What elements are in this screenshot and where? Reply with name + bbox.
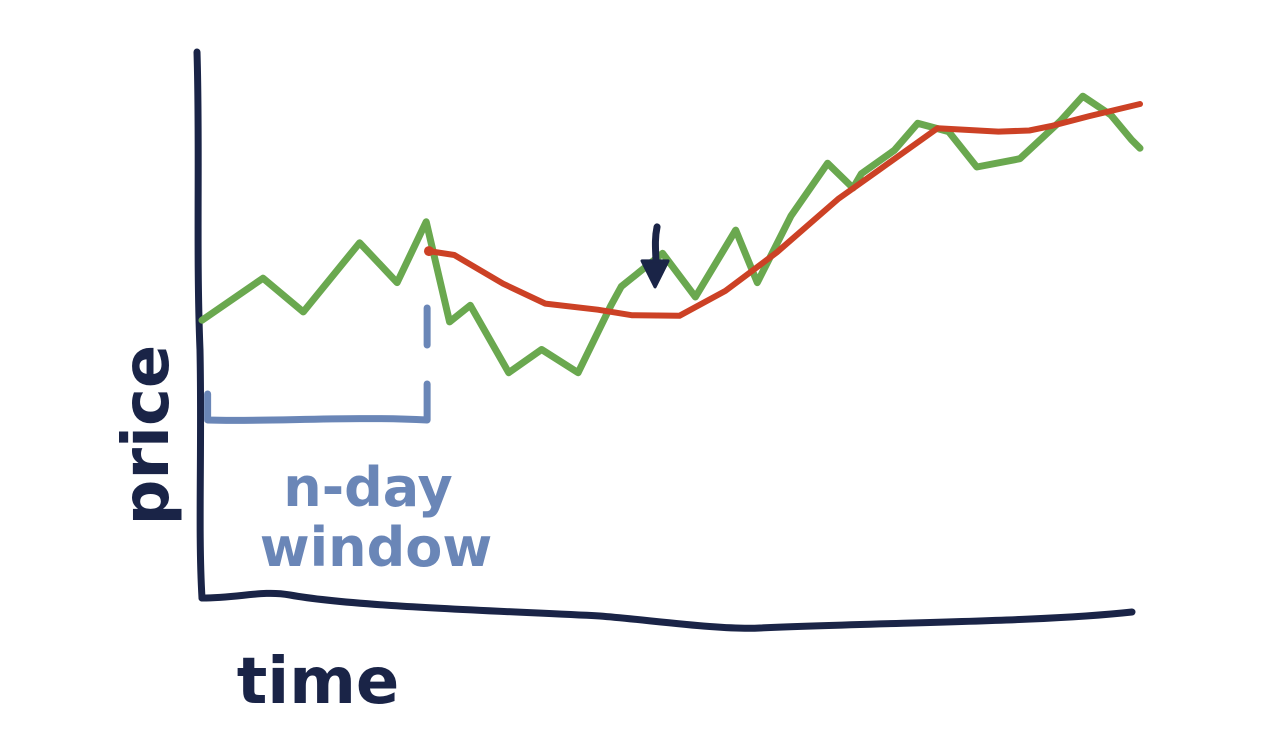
arrow-head bbox=[640, 259, 670, 289]
x-axis-label: time bbox=[237, 645, 400, 719]
annotation-n-day: n-day bbox=[283, 456, 453, 519]
series-layer bbox=[198, 92, 1144, 377]
y-axis-label: price bbox=[110, 345, 184, 526]
series-2 bbox=[423, 101, 1143, 319]
series-2-point bbox=[423, 246, 434, 257]
annotation-window: window bbox=[260, 516, 492, 579]
window-bracket-line bbox=[204, 380, 431, 424]
series-2-line bbox=[426, 101, 1143, 319]
x-axis-line bbox=[198, 589, 1136, 632]
series-1 bbox=[198, 92, 1144, 377]
series-1-line bbox=[198, 92, 1144, 377]
crossover-arrow-icon bbox=[640, 223, 670, 289]
y-axis-line bbox=[193, 48, 206, 602]
window-bracket bbox=[204, 304, 431, 424]
